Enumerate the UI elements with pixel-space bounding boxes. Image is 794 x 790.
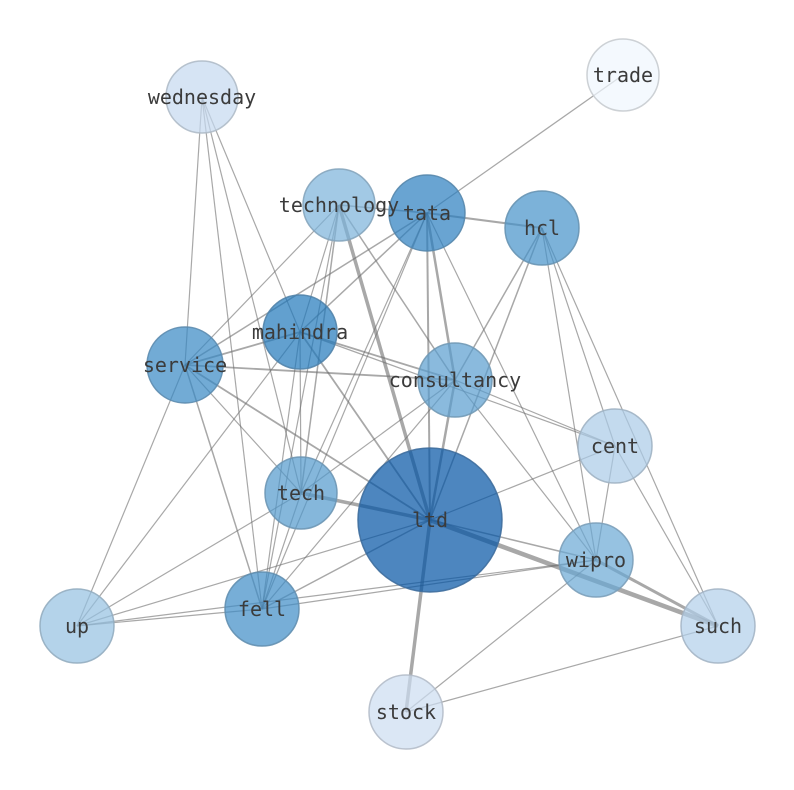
- edge-tech-wednesday: [201, 96, 302, 494]
- node-tata: [388, 174, 466, 252]
- node-wipro: [558, 522, 634, 598]
- edge-wipro-up: [76, 559, 597, 627]
- edge-fell-wednesday: [201, 96, 263, 610]
- node-service: [146, 326, 224, 404]
- edge-tech-up: [76, 492, 302, 627]
- node-hcl: [504, 190, 580, 266]
- node-mahindra: [262, 294, 338, 370]
- edge-stock-such: [405, 625, 719, 713]
- edge-service-consultancy: [184, 364, 456, 381]
- node-technology: [302, 168, 376, 242]
- edge-tata-tech: [300, 212, 428, 494]
- node-fell: [224, 571, 300, 647]
- node-ltd: [357, 447, 503, 593]
- edge-service-fell: [184, 364, 263, 610]
- edge-tata-service: [184, 212, 428, 366]
- nodes-layer: [39, 38, 756, 750]
- edge-service-wednesday: [184, 96, 203, 366]
- edge-hcl-cent: [541, 227, 616, 447]
- edge-hcl-wipro: [541, 227, 597, 561]
- node-stock: [368, 674, 444, 750]
- node-consultancy: [417, 342, 493, 418]
- edge-consultancy-fell: [261, 379, 456, 610]
- node-such: [680, 588, 756, 664]
- edge-service-up: [76, 364, 186, 627]
- node-trade: [586, 38, 660, 112]
- edge-tata-fell: [261, 212, 428, 610]
- edge-mahindra-up: [76, 331, 301, 627]
- edge-tata-wipro: [426, 212, 597, 561]
- edge-consultancy-wipro: [454, 379, 597, 561]
- node-cent: [577, 408, 653, 484]
- node-tech: [264, 456, 338, 530]
- edge-mahindra-wednesday: [201, 96, 301, 333]
- node-up: [39, 588, 115, 664]
- edge-trade-tata: [426, 74, 624, 214]
- node-wednesday: [165, 60, 239, 134]
- edge-wipro-stock: [405, 559, 597, 713]
